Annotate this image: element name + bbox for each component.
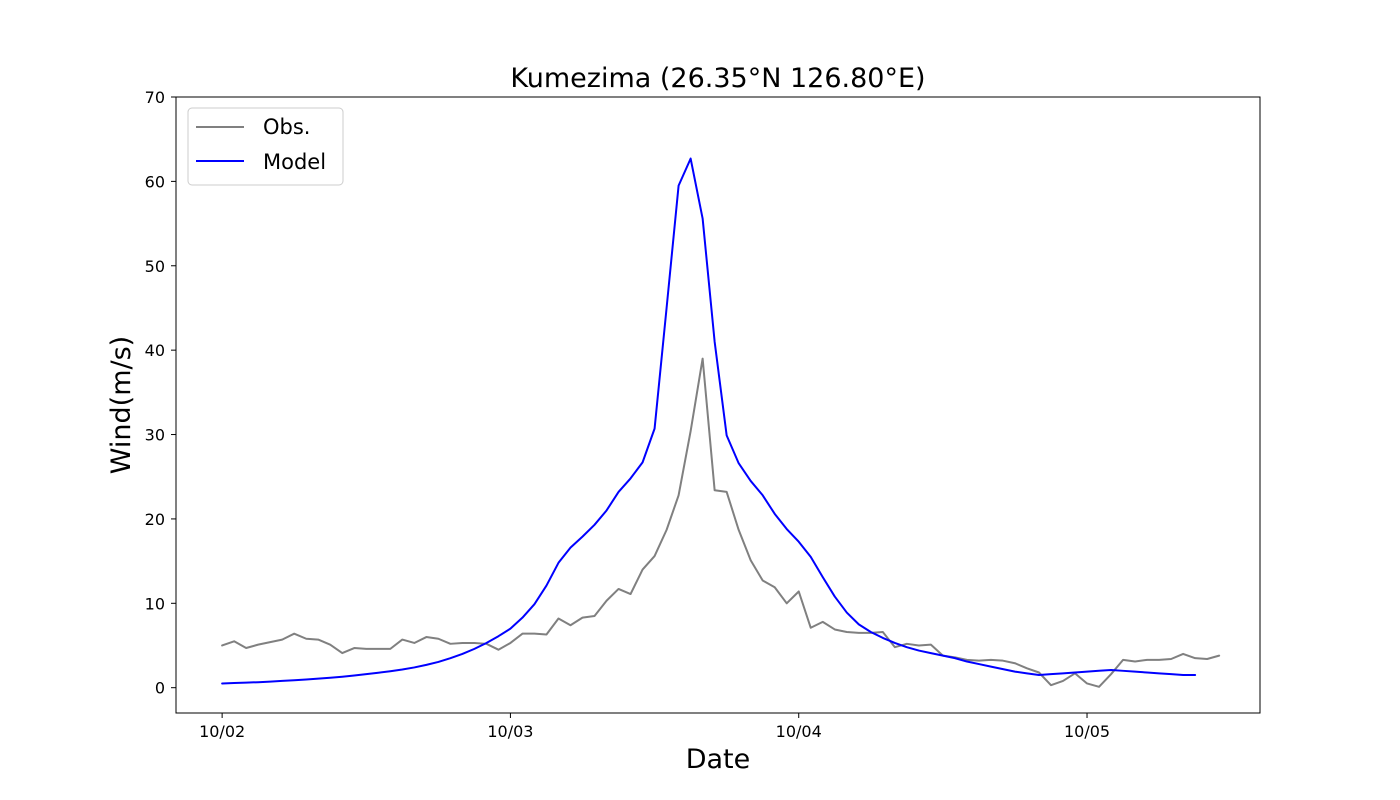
- x-axis: 10/02 10/03 10/04 10/05: [199, 713, 1110, 741]
- x-tick-label-0: 10/02: [199, 722, 245, 741]
- x-axis-title: Date: [686, 744, 751, 775]
- x-tick-label-3: 10/05: [1064, 722, 1110, 741]
- y-axis: 0 10 20 30 40 50 60 70: [145, 88, 176, 698]
- series-line-model: [221, 157, 1197, 685]
- x-tick-label-1: 10/03: [487, 722, 533, 741]
- y-tick-label-60: 60: [145, 172, 165, 191]
- y-tick-label-10: 10: [145, 594, 165, 613]
- y-axis-title: Wind(m/s): [106, 336, 137, 474]
- chart-title: Kumezima (26.35°N 126.80°E): [510, 63, 925, 94]
- y-tick-label-0: 0: [155, 679, 165, 698]
- y-tick-label-50: 50: [145, 257, 165, 276]
- y-tick-label-30: 30: [145, 426, 165, 445]
- x-tick-label-2: 10/04: [776, 722, 822, 741]
- series-line-obs: [221, 357, 1221, 688]
- y-tick-label-20: 20: [145, 510, 165, 529]
- legend-label-obs: Obs.: [263, 115, 310, 139]
- legend-label-model: Model: [263, 150, 326, 174]
- plot-frame: [175, 96, 1261, 714]
- y-tick-label-70: 70: [145, 88, 165, 107]
- y-tick-label-40: 40: [145, 341, 165, 360]
- legend: Obs. Model: [187, 107, 344, 186]
- series-layer: [221, 157, 1221, 688]
